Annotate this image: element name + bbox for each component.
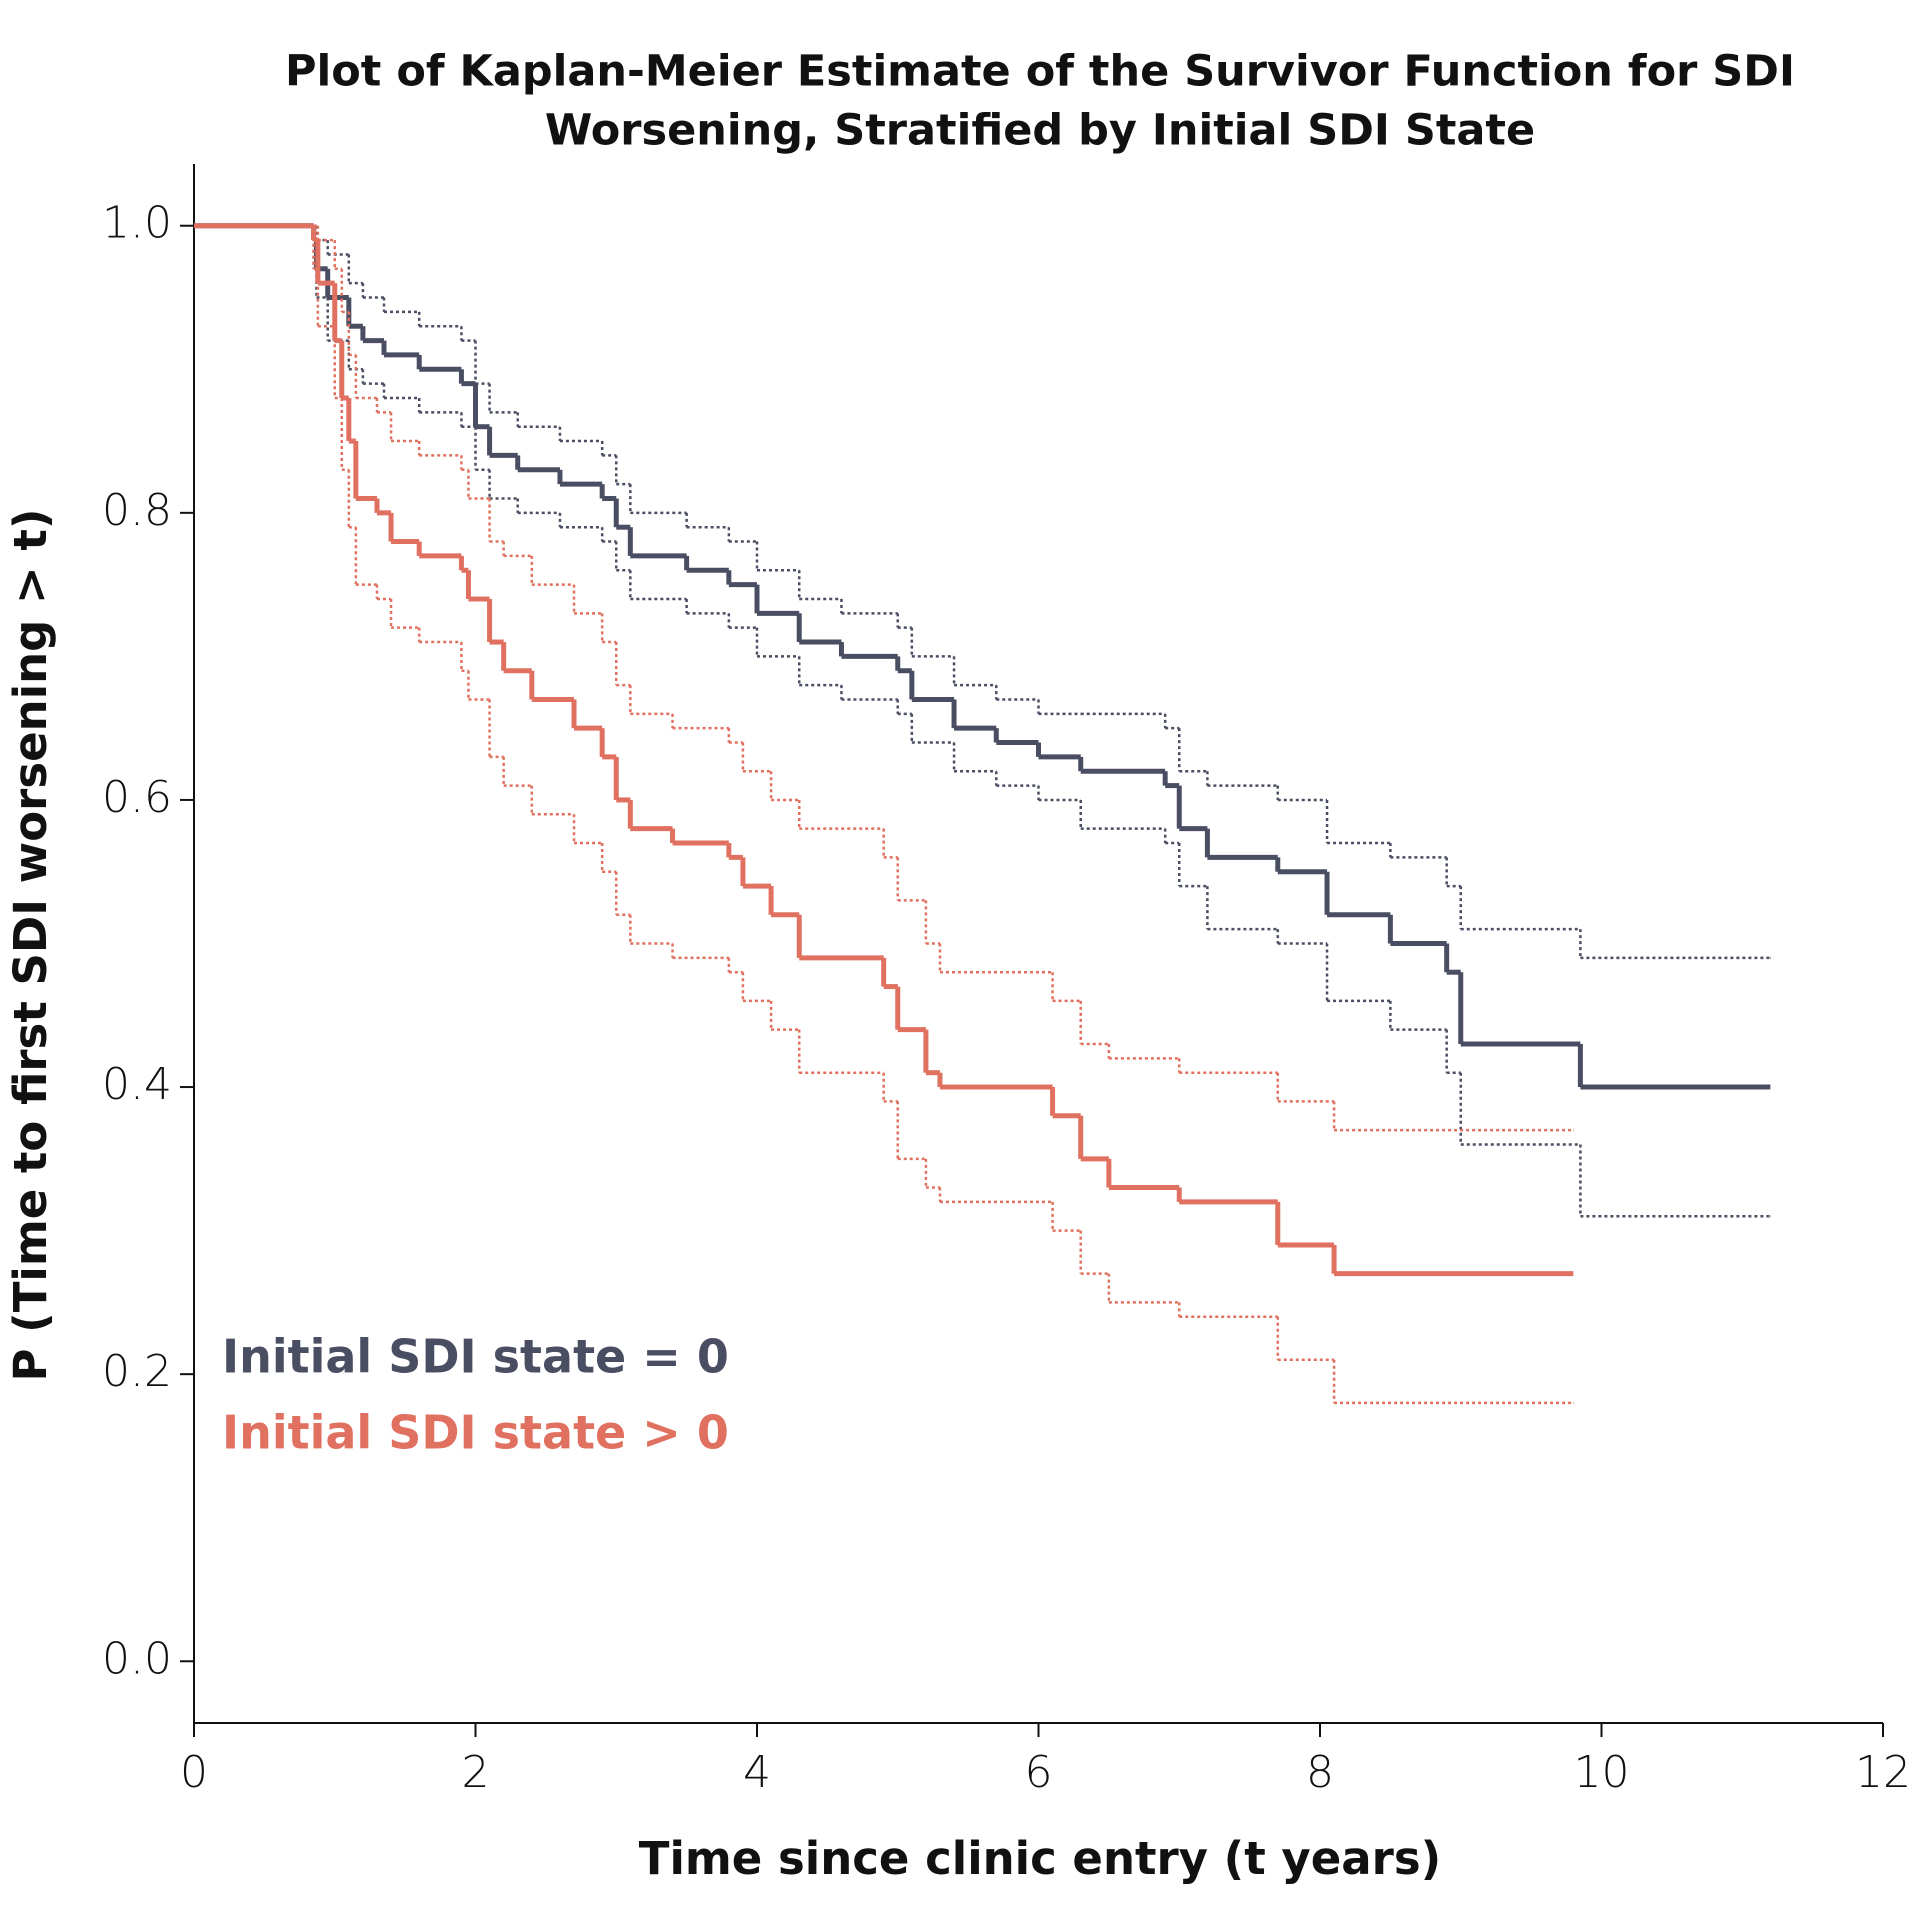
x-tick-label: 12 xyxy=(1855,1747,1911,1798)
x-tick-label: 10 xyxy=(1574,1747,1630,1798)
y-tick-label: 0.0 xyxy=(102,1633,172,1684)
y-axis-label: P (Time to first SDI worsening > t) xyxy=(4,509,57,1382)
x-tick-label: 4 xyxy=(743,1747,771,1798)
y-tick-label: 1.0 xyxy=(102,198,172,249)
x-tick-label: 2 xyxy=(462,1747,490,1798)
legend-label: Initial SDI state = 0 xyxy=(222,1330,729,1384)
x-tick-label: 0 xyxy=(180,1747,208,1798)
x-axis-label: Time since clinic entry (t years) xyxy=(639,1832,1441,1885)
y-tick-label: 0.8 xyxy=(102,485,172,536)
legend-label: Initial SDI state > 0 xyxy=(222,1406,729,1460)
y-tick-label: 0.6 xyxy=(102,772,172,823)
chart-title: Worsening, Stratified by Initial SDI Sta… xyxy=(545,106,1535,156)
y-tick-label: 0.2 xyxy=(102,1346,172,1397)
x-tick-label: 8 xyxy=(1306,1747,1334,1798)
x-tick-label: 6 xyxy=(1025,1747,1053,1798)
y-tick-label: 0.4 xyxy=(102,1059,172,1110)
chart-title: Plot of Kaplan-Meier Estimate of the Sur… xyxy=(285,47,1795,97)
